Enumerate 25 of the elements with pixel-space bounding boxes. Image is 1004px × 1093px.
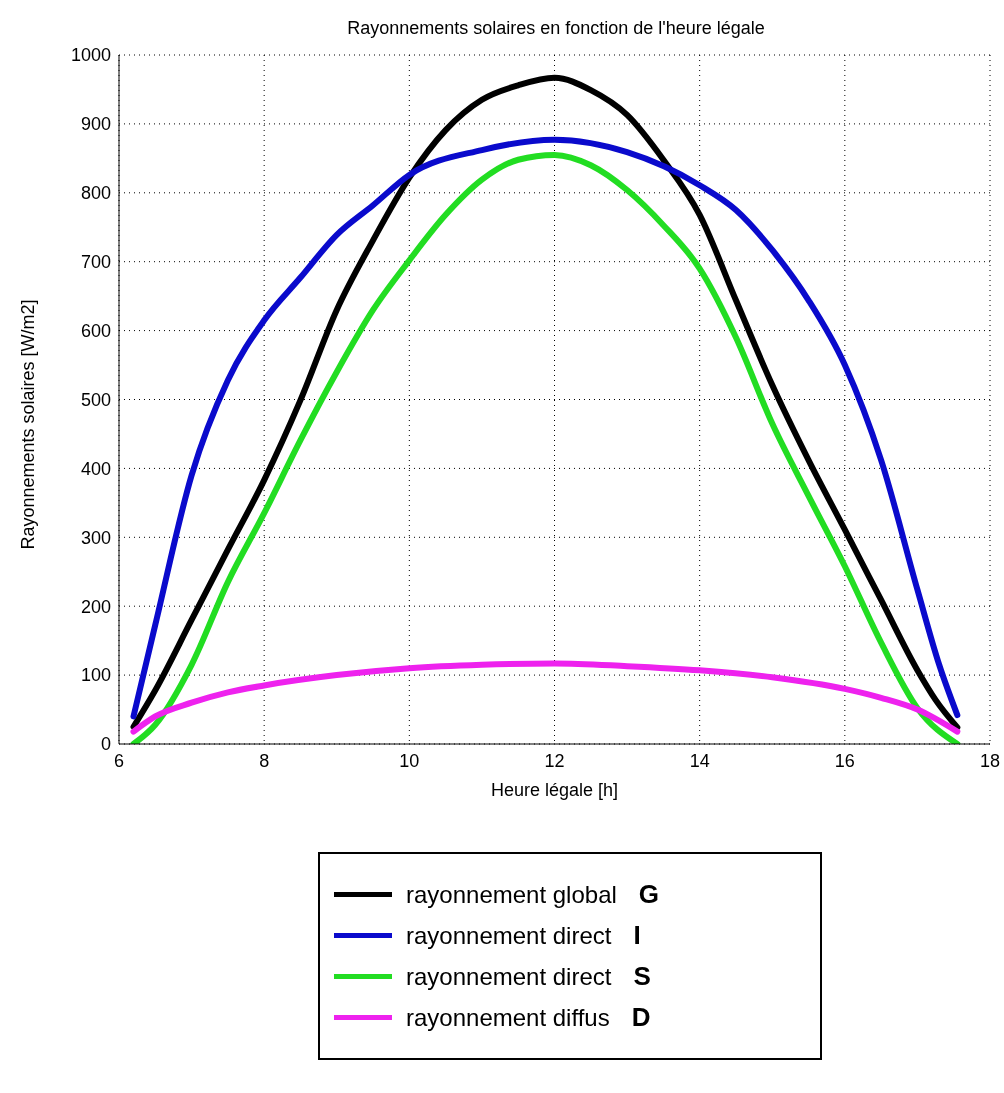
y-tick-label: 700 (80, 252, 111, 273)
legend-label: rayonnement global G (406, 879, 660, 910)
y-tick-label: 200 (80, 596, 111, 617)
x-axis-title: Heure légale [h] (490, 780, 619, 800)
x-tick-label: 10 (399, 750, 420, 771)
x-tick-label: 18 (979, 750, 1001, 771)
y-tick-label: 0 (100, 734, 111, 755)
x-tick-label: 6 (113, 750, 125, 771)
y-tick-label: 500 (80, 389, 111, 410)
y-tick-label: 100 (80, 665, 111, 686)
legend-label: rayonnement direct S (406, 961, 651, 992)
legend-label: rayonnement diffus D (406, 1002, 651, 1033)
x-tick-label: 12 (544, 750, 565, 771)
y-tick-label: 600 (80, 320, 111, 341)
y-tick-label: 400 (80, 458, 111, 479)
y-axis-title: Rayonnements solaires [W/m2] (18, 299, 39, 550)
y-tick-label: 900 (80, 114, 111, 135)
y-tick-label: 300 (80, 527, 111, 548)
y-tick-label: 1000 (70, 45, 111, 66)
x-tick-label: 14 (689, 750, 710, 771)
y-tick-label: 800 (80, 183, 111, 204)
chart-title: Rayonnements solaires en fonction de l'heure légale (347, 18, 765, 38)
x-tick-label: 16 (834, 750, 855, 771)
x-tick-label: 8 (259, 750, 270, 771)
legend-label: rayonnement direct I (406, 920, 641, 951)
